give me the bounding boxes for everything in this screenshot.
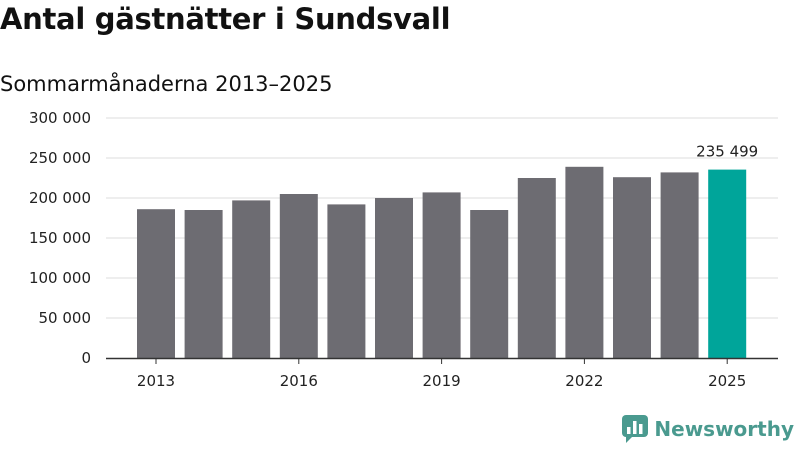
data-label: 235 499 [696,143,758,161]
bar [375,198,413,358]
y-tick-label: 200 000 [29,189,91,207]
y-tick-label: 0 [81,349,91,367]
bar [565,166,604,358]
y-tick-label: 300 000 [29,109,91,127]
y-tick-label: 100 000 [29,269,91,287]
bar-chart-speech-bubble-icon [622,415,649,443]
bar [184,210,223,358]
x-tick-label: 2025 [708,372,746,390]
x-tick-label: 2016 [280,372,318,390]
y-tick-label: 250 000 [29,149,91,167]
logo-text: Newsworthy [654,417,794,441]
bar [232,200,271,358]
bar [470,210,509,358]
bar [137,209,175,358]
bar [708,169,747,358]
bar [660,172,699,358]
y-tick-label: 50 000 [39,309,92,327]
newsworthy-logo: Newsworthy [622,415,794,443]
x-tick-label: 2013 [137,372,175,390]
x-tick-label: 2022 [565,372,603,390]
x-tick-label: 2019 [423,372,461,390]
bar [327,204,366,358]
bar [613,177,651,358]
bar [422,192,461,358]
chart-title: Antal gästnätter i Sundsvall [0,2,451,36]
y-tick-label: 150 000 [29,229,91,247]
bar [279,194,318,358]
bar [517,178,556,358]
chart-subtitle: Sommarmånaderna 2013–2025 [0,72,333,96]
